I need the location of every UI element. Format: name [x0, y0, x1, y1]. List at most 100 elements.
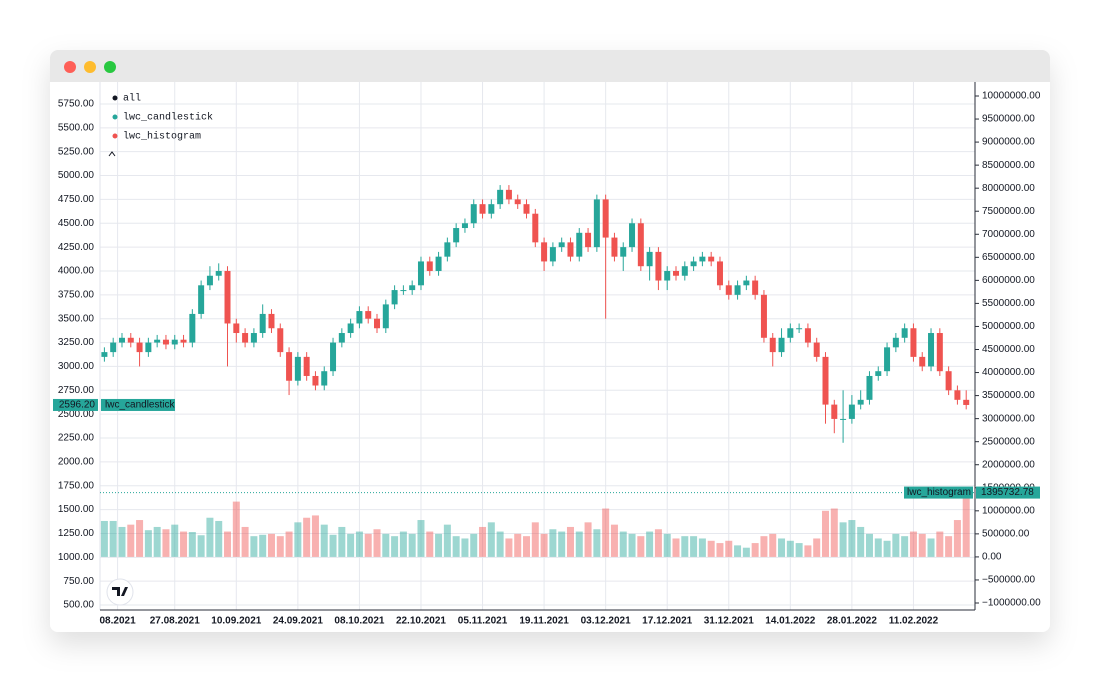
- candle-body: [813, 342, 820, 357]
- histogram-bar: [593, 529, 601, 557]
- candle-body: [593, 199, 600, 248]
- histogram-bar: [857, 526, 865, 557]
- legend-dot: [112, 95, 118, 101]
- histogram-bar: [347, 533, 355, 557]
- minimize-button[interactable]: [84, 61, 96, 73]
- candle-body: [620, 247, 627, 257]
- histogram-bar: [303, 517, 311, 557]
- y-tick-label: 4250.00: [58, 242, 95, 253]
- candle-body: [743, 280, 750, 286]
- histogram-bar: [417, 520, 425, 557]
- series-tag: lwc_candlestick: [105, 400, 175, 411]
- y2-tick-label: 4000000.00: [982, 367, 1035, 378]
- histogram-bar: [232, 501, 240, 557]
- y2-tick-label: 9500000.00: [982, 114, 1035, 125]
- y2-tick-label: 7000000.00: [982, 229, 1035, 240]
- histogram-bar: [452, 536, 460, 557]
- candle-body: [629, 223, 636, 248]
- histogram-bar: [311, 515, 319, 557]
- legend-entry[interactable]: lwc_candlestick: [123, 112, 213, 124]
- histogram-bar: [364, 533, 372, 557]
- last-value-box: [976, 486, 1040, 499]
- histogram-bar: [338, 526, 346, 557]
- histogram-bar: [180, 531, 188, 557]
- legend-title: all: [123, 93, 141, 105]
- candle-body: [576, 232, 583, 257]
- histogram-bar: [734, 545, 742, 557]
- candle-body: [338, 333, 345, 343]
- logo-mark: [112, 587, 128, 596]
- histogram-bar: [654, 529, 662, 557]
- y2-tick-label: 5500000.00: [982, 298, 1035, 309]
- legend: all lwc_candlestick lwc_histogram: [108, 93, 213, 157]
- candle-body: [857, 399, 864, 405]
- histogram-bar: [162, 529, 170, 557]
- histogram-bar: [435, 533, 443, 557]
- candle-body: [312, 375, 319, 386]
- maximize-button[interactable]: [104, 61, 116, 73]
- histogram-bar: [329, 534, 337, 557]
- histogram-bar: [487, 522, 495, 557]
- close-button[interactable]: [64, 61, 76, 73]
- candle-body: [602, 199, 609, 238]
- histogram-bar: [496, 531, 504, 557]
- candle-body: [101, 352, 108, 357]
- histogram-bar: [540, 533, 548, 557]
- y2-tick-label: 500000.00: [982, 529, 1030, 540]
- histogram-bar: [637, 536, 645, 557]
- histogram-bar: [267, 533, 275, 557]
- candle-body: [479, 204, 486, 214]
- histogram-bar: [215, 520, 223, 557]
- y-tick-label: 5500.00: [58, 122, 95, 133]
- y-tick-label: 3750.00: [58, 289, 95, 300]
- y-tick-label: 4500.00: [58, 218, 95, 229]
- candle-body: [294, 356, 301, 381]
- y2-tick-label: −500000.00: [982, 575, 1036, 586]
- histogram-bar: [918, 533, 926, 557]
- candle-body: [224, 270, 231, 324]
- x-tick-label: 27.08.2021: [150, 616, 200, 627]
- y2-tick-label: 6000000.00: [982, 275, 1035, 286]
- histogram-bar: [355, 531, 363, 557]
- candle-body: [417, 261, 424, 286]
- legend-collapse[interactable]: [108, 151, 116, 157]
- y-tick-label: 750.00: [63, 576, 94, 587]
- histogram-bar: [241, 526, 249, 557]
- histogram-bar: [927, 538, 935, 557]
- histogram-bar: [909, 531, 917, 557]
- candle-body: [198, 285, 205, 314]
- series-tag-box: [904, 486, 973, 499]
- candle-body: [453, 228, 460, 243]
- y-tick-label: 3500.00: [58, 313, 95, 324]
- series-tag-box: [101, 398, 175, 411]
- candle-body: [145, 342, 152, 353]
- x-tick-label: 19.11.2021: [519, 616, 569, 627]
- last-value-box: [53, 398, 98, 411]
- x-tick-label: 11.02.2022: [889, 616, 939, 627]
- candle-body: [954, 390, 961, 400]
- y-tick-label: 2250.00: [58, 433, 95, 444]
- window-frame: [50, 50, 1050, 632]
- histogram-bar: [865, 533, 873, 557]
- candle-body: [233, 323, 240, 334]
- y2-tick-label: 2500000.00: [982, 436, 1035, 447]
- candle-body: [611, 237, 618, 257]
- x-tick-label: 08.10.2021: [334, 616, 384, 627]
- histogram-bar: [883, 540, 891, 557]
- histogram-bar: [786, 540, 794, 557]
- candle-body: [268, 313, 275, 329]
- histogram-bar: [760, 536, 768, 557]
- legend-entry[interactable]: lwc_histogram: [123, 131, 201, 143]
- histogram-bar: [391, 536, 399, 557]
- histogram-bar: [479, 526, 487, 557]
- candle-body: [708, 256, 715, 262]
- histogram-bar: [874, 538, 882, 557]
- candle-body: [162, 339, 169, 345]
- histogram-bar: [127, 524, 135, 557]
- histogram-bar: [426, 531, 434, 557]
- y-tick-label: 3250.00: [58, 337, 95, 348]
- labels: 500.00 750.00 1000.00 1250.00 1500.00 1750.00…: [53, 91, 1041, 627]
- candle-body: [505, 189, 512, 200]
